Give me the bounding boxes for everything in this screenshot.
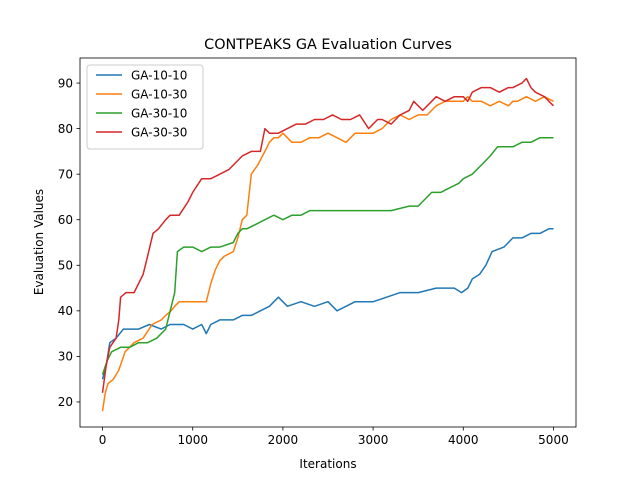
y-tick-label: 60 [58,213,73,227]
y-tick-label: 20 [58,395,73,409]
legend-label-2: GA-10-30 [131,88,187,102]
x-tick-label: 2000 [268,433,299,447]
plot-area [101,77,555,412]
x-axis-label: Iterations [299,457,356,471]
legend-label-1: GA-10-10 [131,69,187,83]
legend-label-3: GA-30-10 [131,107,187,121]
chart-title: CONTPEAKS GA Evaluation Curves [204,37,452,53]
axes: 0 1000 2000 3000 4000 5000 20 30 40 50 60 70 80 90 [58,57,577,447]
y-tick-label: 40 [58,304,73,318]
y-tick-label: 30 [58,350,73,364]
axes-frame [79,57,577,428]
legend: GA-10-10 GA-10-30 GA-30-10 GA-30-30 [86,64,204,150]
x-tick-label: 5000 [538,433,569,447]
y-tick-label: 90 [58,76,73,90]
y-tick-label: 50 [58,258,73,272]
x-tick-label: 0 [99,433,107,447]
legend-label-4: GA-30-30 [131,126,187,140]
x-tick-label: 1000 [177,433,208,447]
y-axis-label: Evaluation Values [32,189,46,295]
x-tick-label: 3000 [358,433,389,447]
y-tick-label: 70 [58,167,73,181]
series-line-3 [101,136,554,375]
legend-box [86,64,204,150]
x-tick-label: 4000 [448,433,479,447]
y-tick-label: 80 [58,122,73,136]
series-line-4 [101,77,555,393]
series-line-2 [101,95,554,412]
